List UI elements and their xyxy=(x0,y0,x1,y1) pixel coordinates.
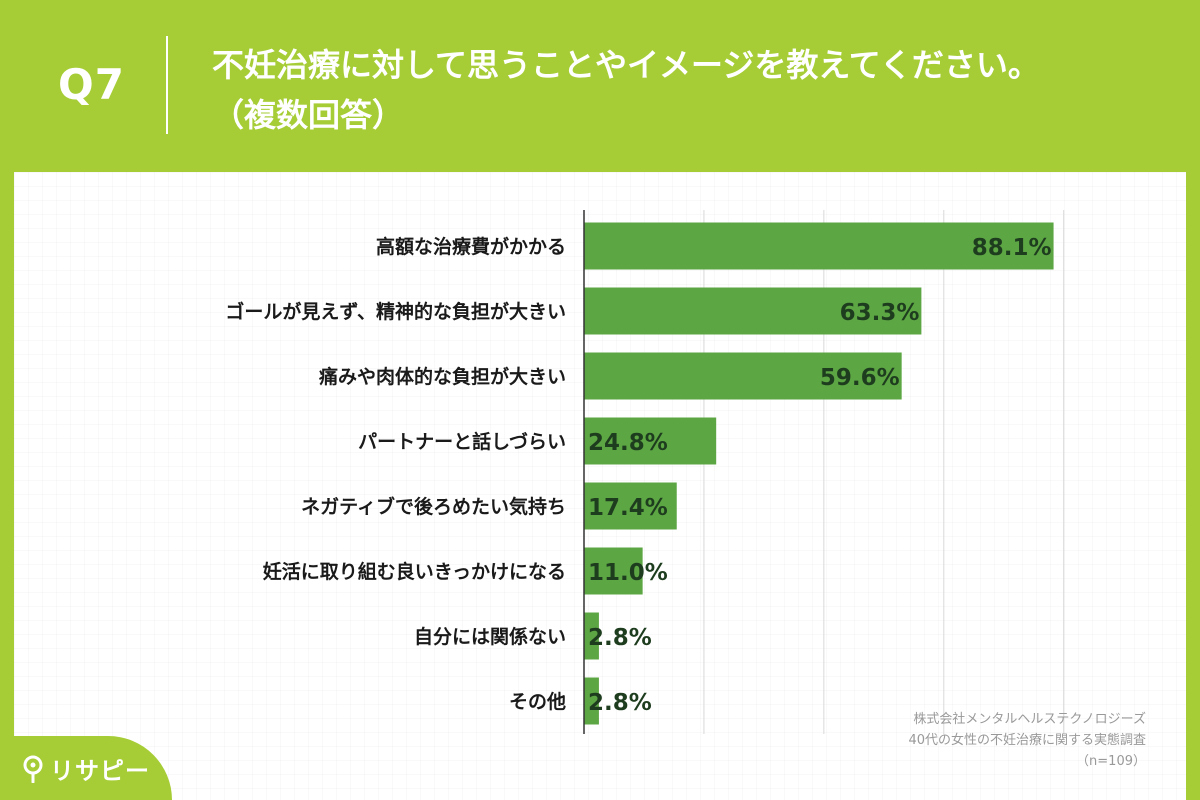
category-label: ネガティブで後ろめたい気持ち xyxy=(301,495,566,518)
value-label: 63.3% xyxy=(840,300,920,326)
category-label: 妊活に取り組む良いきっかけになる xyxy=(263,560,566,583)
source-company: 株式会社メンタルヘルステクノロジーズ xyxy=(913,712,1146,727)
bar xyxy=(584,547,643,595)
question-title-text: 不妊治療に対して思うことやイメージを教えてください。 xyxy=(212,46,1040,84)
value-label: 11.0% xyxy=(588,560,668,586)
logo: リサピー xyxy=(22,751,150,786)
logo-text: リサピー xyxy=(50,757,150,785)
logo-area: リサピー xyxy=(0,736,172,800)
location-pin-icon xyxy=(23,755,43,783)
value-label: 2.8% xyxy=(588,690,652,716)
category-label: その他 xyxy=(509,690,566,713)
value-label: 59.6% xyxy=(820,365,900,391)
bar xyxy=(584,417,717,465)
question-subtitle: （複数回答） xyxy=(212,96,405,134)
bar xyxy=(584,222,1054,270)
bar xyxy=(584,677,599,725)
header-divider xyxy=(166,36,168,134)
value-label: 17.4% xyxy=(588,495,668,521)
source-sample-size: （n=109） xyxy=(1076,754,1146,769)
value-label: 2.8% xyxy=(588,625,652,651)
category-label: パートナーと話しづらい xyxy=(358,430,566,453)
question-title: 不妊治療に対して思うことやイメージを教えてください。 （複数回答） xyxy=(212,40,1172,140)
source-survey: 40代の女性の不妊治療に関する実態調査 xyxy=(908,733,1146,748)
value-label: 88.1% xyxy=(972,235,1052,261)
bar xyxy=(584,612,599,660)
bar-chart: 高額な治療費がかかる 88.1% ゴールが見えず、精神的な負担が大きい 63.3% 痛み… xyxy=(225,210,1065,734)
category-label: 自分には関係ない xyxy=(414,625,566,648)
chart-panel: 高額な治療費がかかる 88.1% ゴールが見えず、精神的な負担が大きい 63.3% 痛み… xyxy=(14,172,1186,800)
value-label: 24.8% xyxy=(588,430,668,456)
category-label: ゴールが見えず、精神的な負担が大きい xyxy=(225,300,566,323)
header: Q7 不妊治療に対して思うことやイメージを教えてください。 （複数回答） xyxy=(0,0,1200,170)
bar xyxy=(584,352,902,400)
bar xyxy=(584,287,922,335)
category-label: 痛みや肉体的な負担が大きい xyxy=(319,365,566,388)
category-label: 高額な治療費がかかる xyxy=(376,235,566,258)
source-note: 株式会社メンタルヘルステクノロジーズ 40代の女性の不妊治療に関する実態調査 （… xyxy=(908,709,1146,772)
bar xyxy=(584,482,677,530)
question-label: Q7 xyxy=(58,60,125,109)
